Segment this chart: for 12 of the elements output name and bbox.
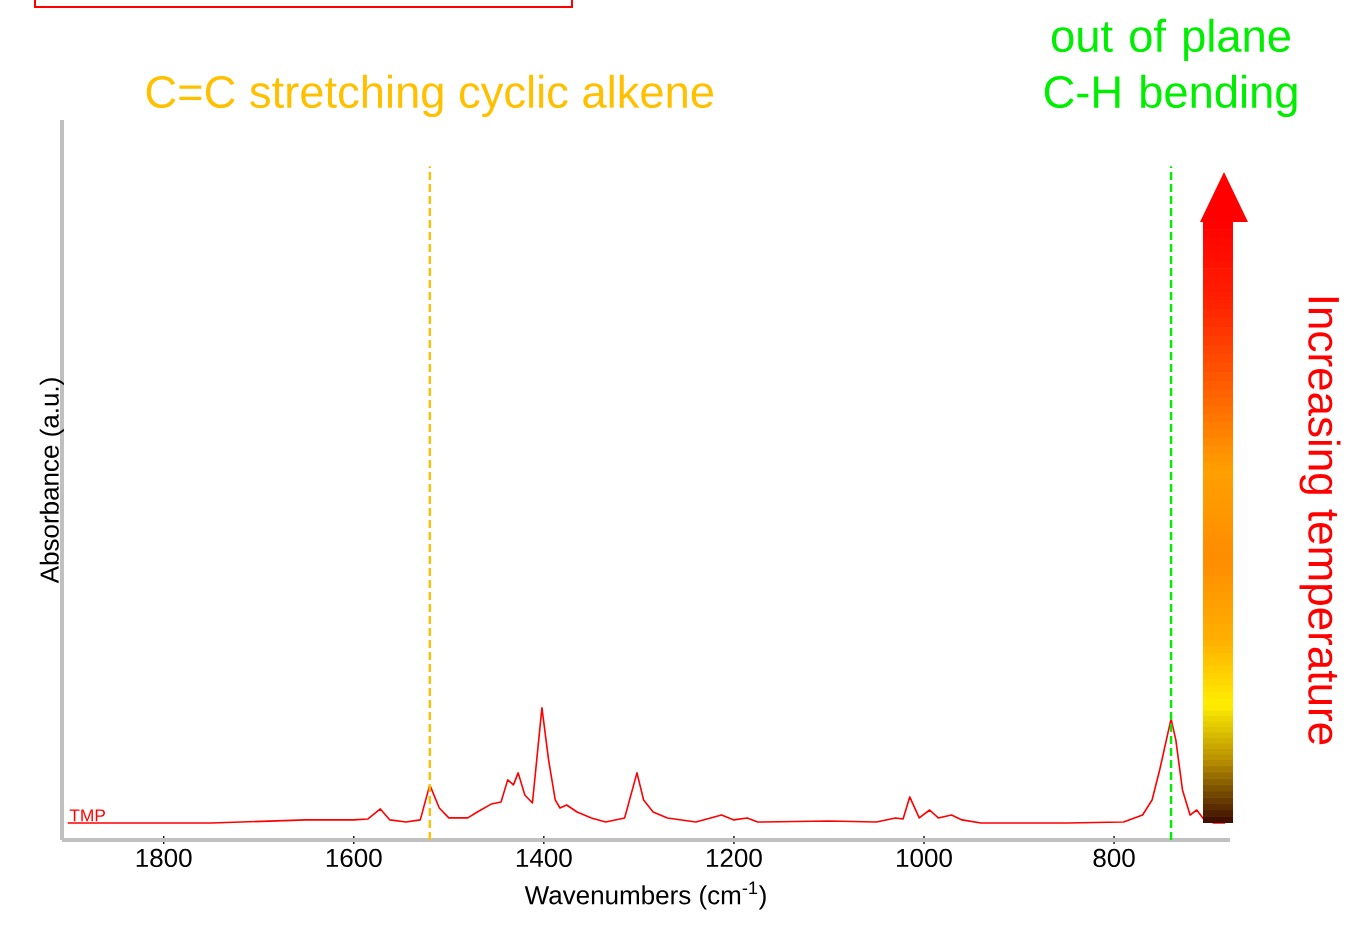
x-tick-label: 1600 [326, 848, 382, 868]
x-tick-label: 1800 [136, 848, 192, 868]
ref-line-label: C=C stretching cyclic alkene [146, 74, 713, 118]
x-axis-title: Wavenumbers (cm$^{-1}$) [524, 881, 766, 910]
series-label: TMP [69, 809, 105, 822]
ref-line-label: out of plane C-H bending [1044, 18, 1297, 118]
x-tick-label: 1200 [706, 848, 762, 868]
x-tick-label: 1400 [516, 848, 572, 868]
x-tick-label: 800 [1093, 848, 1135, 868]
y-axis-title: Absorbance (a.u.) [39, 378, 64, 584]
x-tick-label: 1000 [897, 848, 952, 868]
text: Increasing temperature [1299, 297, 1341, 745]
